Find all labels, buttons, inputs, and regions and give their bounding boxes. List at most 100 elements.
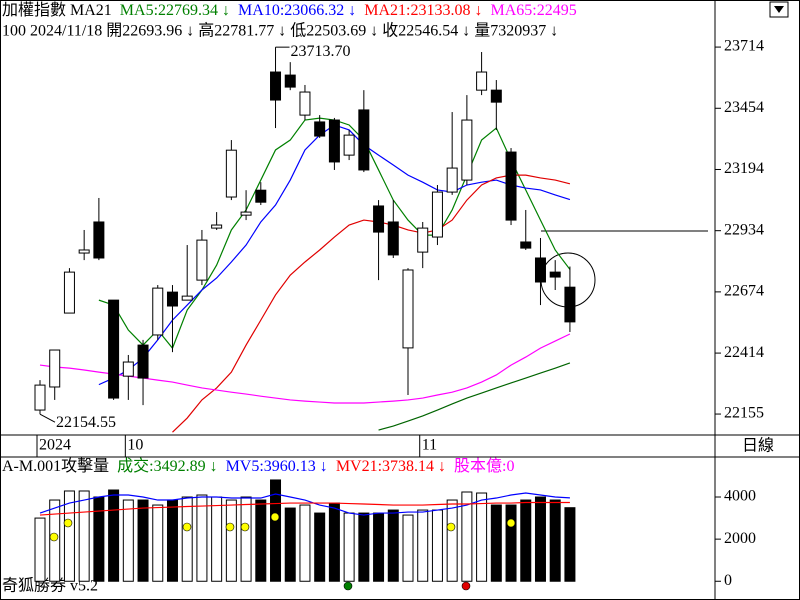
y-tick-label: 23194 (724, 160, 764, 177)
header-line1: 加權指數 MA21 MA5:22769.34 ↓ MA10:23066.32 ↓ MA… (2, 1, 577, 19)
signal-dot (446, 522, 456, 532)
signal-dot (49, 532, 59, 542)
candle-body (63, 271, 75, 314)
volume-bar (78, 490, 90, 582)
volume-bar (358, 512, 370, 582)
y-tick-label: 23714 (724, 38, 764, 55)
volume-bar (108, 489, 120, 582)
volume-bar (122, 499, 134, 582)
volume-bar (152, 504, 164, 582)
candle-body (284, 74, 296, 88)
header-line2: 100 2024/11/18 開22693.96 ↓ 高22781.77 ↓ 低… (2, 22, 558, 40)
candle-body (122, 361, 134, 377)
y-tick-label: 4000 (724, 488, 756, 505)
volume-bar (402, 514, 414, 582)
volume-bar (534, 496, 546, 582)
header-item: MA10:23066.32 ↓ (238, 2, 356, 19)
candle-body (255, 189, 267, 203)
candle-body (314, 121, 326, 137)
volume-bar (446, 499, 458, 582)
candle-body (34, 384, 46, 411)
signal-dot (240, 522, 250, 532)
header-item: 加權指數 MA21 (2, 1, 112, 19)
header-item: MA5:22769.34 ↓ (120, 2, 230, 19)
candle-body (505, 151, 517, 221)
volume-bar (166, 499, 178, 582)
volume-bar (225, 499, 237, 582)
x-tick-label: 2024 (39, 437, 71, 454)
candle-body (490, 89, 502, 103)
volume-bar (299, 504, 311, 582)
volume-bar (490, 504, 502, 582)
header-item: 成交:3492.89 ↓ (117, 457, 217, 475)
volume-bar (93, 496, 105, 582)
volume-bar (520, 499, 532, 582)
menu-icon (774, 6, 784, 13)
signal-dot (63, 518, 73, 528)
line (172, 174, 571, 433)
signal-dot (461, 581, 471, 591)
candle-body (431, 191, 443, 238)
candle-body (299, 91, 311, 116)
volume-bar (196, 494, 208, 582)
signal-dot (343, 581, 353, 591)
volume-bar (284, 507, 296, 582)
line (378, 362, 571, 431)
volume-bar (270, 479, 282, 582)
volume-bar (505, 504, 517, 582)
header-item: MA65:22495 (491, 2, 577, 19)
volume-bar (181, 496, 193, 582)
volume-header: A-M.001攻擊量 成交:3492.89 ↓ MV5:3960.13 ↓ MV21:… (2, 457, 515, 475)
candle-body (476, 71, 488, 91)
annotation: 23713.70 (291, 43, 351, 60)
candle-body (461, 119, 473, 181)
volume-bar (564, 507, 576, 582)
volume-bar (137, 499, 149, 582)
candle-body (181, 295, 193, 301)
volume-bar (240, 496, 252, 582)
volume-bar (549, 499, 561, 582)
volume-bar (34, 517, 46, 582)
candle-body (520, 241, 532, 249)
signal-dot (270, 512, 280, 522)
volume-bar (431, 509, 443, 582)
volume-bar (461, 491, 473, 582)
candle-body (373, 205, 385, 233)
y-tick-label: 22155 (724, 405, 764, 422)
candle-body (328, 119, 340, 163)
x-tick-label: 11 (422, 437, 437, 454)
volume-bar (63, 490, 75, 582)
volume-bar (417, 509, 429, 582)
candle-body (358, 109, 370, 171)
candle-body (166, 291, 178, 307)
candle-body (402, 269, 414, 349)
candle-body (534, 257, 546, 283)
signal-dot (506, 518, 516, 528)
annotation: 22154.55 (56, 414, 116, 431)
candle-body (49, 349, 61, 388)
volume-bar (314, 512, 326, 582)
period-label: 日線 (742, 437, 774, 455)
volume-bar (387, 509, 399, 582)
candle-body (152, 287, 164, 336)
candle-body (446, 167, 458, 193)
header-item: MA21:23133.08 ↓ (364, 2, 482, 19)
header-item: A-M.001攻擊量 (2, 457, 109, 475)
annotation-leader (39, 413, 56, 423)
y-tick-label: 23454 (724, 99, 764, 116)
volume-bar (328, 502, 340, 582)
y-tick-label: 22674 (724, 283, 764, 300)
y-tick-label: 2000 (724, 530, 756, 547)
y-tick-label: 0 (724, 572, 732, 589)
candle-body (93, 221, 105, 259)
volume-bar (255, 499, 267, 582)
candle-body (108, 299, 120, 399)
x-tick-label: 10 (127, 437, 143, 454)
line (39, 492, 570, 516)
candle-body (196, 239, 208, 281)
volume-bar (211, 496, 223, 582)
candle-body (240, 211, 252, 216)
candle-body (564, 286, 576, 323)
header-item: 股本億:0 (454, 457, 514, 475)
